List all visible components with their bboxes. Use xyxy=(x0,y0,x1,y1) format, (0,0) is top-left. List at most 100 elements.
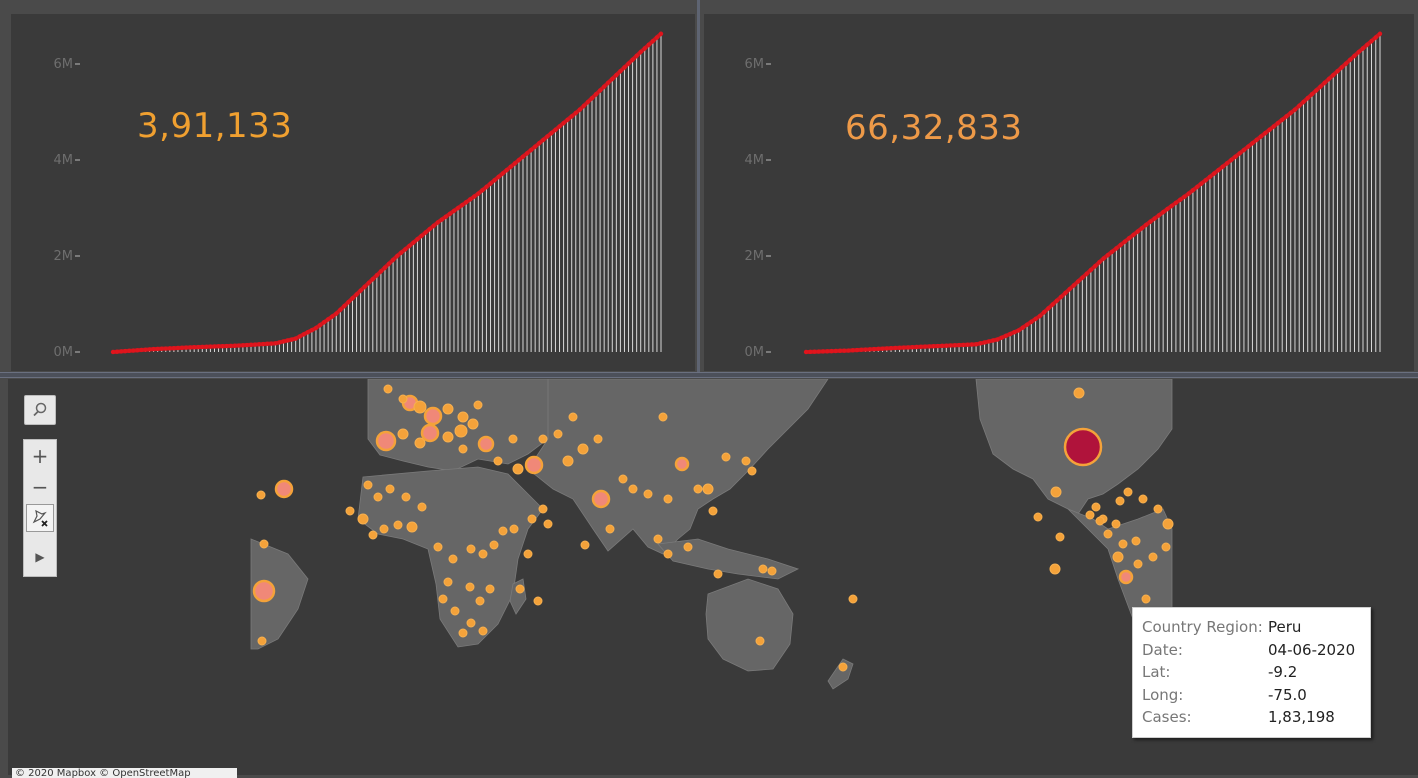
country-case-marker[interactable] xyxy=(450,606,460,616)
country-case-marker[interactable] xyxy=(442,403,454,415)
country-case-marker[interactable] xyxy=(538,504,548,514)
country-case-marker[interactable] xyxy=(758,564,768,574)
country-case-marker[interactable] xyxy=(755,636,765,646)
country-case-marker[interactable] xyxy=(485,584,495,594)
country-case-marker[interactable] xyxy=(591,489,611,509)
panel-divider-vertical[interactable] xyxy=(697,0,700,372)
country-case-marker[interactable] xyxy=(577,443,589,455)
country-case-marker[interactable] xyxy=(274,479,294,499)
country-case-marker[interactable] xyxy=(1111,519,1121,529)
country-case-marker[interactable] xyxy=(414,437,426,449)
country-case-marker[interactable] xyxy=(663,494,673,504)
country-case-marker[interactable] xyxy=(457,411,469,423)
country-case-marker[interactable] xyxy=(259,539,269,549)
country-case-marker[interactable] xyxy=(385,484,395,494)
case-markers[interactable] xyxy=(252,384,1174,672)
country-case-marker[interactable] xyxy=(458,628,468,638)
country-case-marker[interactable] xyxy=(524,455,544,475)
country-case-marker[interactable] xyxy=(448,554,458,564)
country-case-marker[interactable] xyxy=(741,456,751,466)
map-attribution[interactable]: © 2020 Mapbox © OpenStreetMap xyxy=(12,768,237,778)
country-case-marker[interactable] xyxy=(458,444,468,454)
country-case-marker[interactable] xyxy=(345,506,355,516)
country-case-marker[interactable] xyxy=(442,431,454,443)
country-case-marker[interactable] xyxy=(509,524,519,534)
country-case-marker[interactable] xyxy=(1118,539,1128,549)
country-case-marker[interactable] xyxy=(1131,536,1141,546)
country-case-marker[interactable] xyxy=(466,618,476,628)
country-case-marker[interactable] xyxy=(477,435,495,453)
expand-toolbar-button[interactable]: ▶ xyxy=(24,540,56,574)
country-case-marker[interactable] xyxy=(373,492,383,502)
country-case-marker[interactable] xyxy=(1153,504,1163,514)
country-case-marker[interactable] xyxy=(473,400,483,410)
country-case-marker[interactable] xyxy=(465,582,475,592)
country-case-marker[interactable] xyxy=(543,519,553,529)
country-case-marker[interactable] xyxy=(257,636,267,646)
country-case-marker[interactable] xyxy=(702,483,714,495)
country-case-marker[interactable] xyxy=(1085,510,1095,520)
country-case-marker[interactable] xyxy=(466,544,476,554)
country-case-marker[interactable] xyxy=(658,412,668,422)
country-case-marker[interactable] xyxy=(747,466,757,476)
reset-pin-button[interactable] xyxy=(26,504,54,532)
country-case-marker[interactable] xyxy=(443,577,453,587)
country-case-marker[interactable] xyxy=(523,549,533,559)
country-case-marker[interactable] xyxy=(1049,563,1061,575)
country-case-marker[interactable] xyxy=(357,513,369,525)
country-case-marker[interactable] xyxy=(1050,486,1062,498)
country-case-marker[interactable] xyxy=(1133,559,1143,569)
country-case-marker[interactable] xyxy=(397,428,409,440)
country-case-marker[interactable] xyxy=(363,480,373,490)
country-case-marker[interactable] xyxy=(593,434,603,444)
country-case-marker[interactable] xyxy=(628,484,638,494)
map-canvas[interactable] xyxy=(8,379,1418,775)
country-case-marker[interactable] xyxy=(454,424,468,438)
country-case-marker[interactable] xyxy=(420,423,440,443)
country-case-marker[interactable] xyxy=(562,455,574,467)
country-case-marker[interactable] xyxy=(1112,551,1124,563)
country-case-marker[interactable] xyxy=(393,520,403,530)
country-case-marker[interactable] xyxy=(1103,529,1113,539)
country-case-marker[interactable] xyxy=(568,412,578,422)
country-case-marker[interactable] xyxy=(1091,502,1101,512)
country-case-marker[interactable] xyxy=(256,490,266,500)
selected-country-marker[interactable] xyxy=(1063,427,1103,467)
country-case-marker[interactable] xyxy=(1073,387,1085,399)
country-case-marker[interactable] xyxy=(708,506,718,516)
country-case-marker[interactable] xyxy=(489,540,499,550)
country-case-marker[interactable] xyxy=(252,579,276,603)
search-icon[interactable] xyxy=(24,395,56,425)
country-case-marker[interactable] xyxy=(1095,516,1105,526)
country-case-marker[interactable] xyxy=(1118,569,1134,585)
zoom-out-button[interactable]: − xyxy=(24,472,56,502)
country-case-marker[interactable] xyxy=(663,549,673,559)
country-case-marker[interactable] xyxy=(674,456,690,472)
country-case-marker[interactable] xyxy=(713,569,723,579)
country-case-marker[interactable] xyxy=(401,492,411,502)
country-case-marker[interactable] xyxy=(417,502,427,512)
country-case-marker[interactable] xyxy=(475,596,485,606)
country-case-marker[interactable] xyxy=(383,384,393,394)
zoom-in-button[interactable]: + xyxy=(24,440,56,472)
country-case-marker[interactable] xyxy=(553,429,563,439)
country-case-marker[interactable] xyxy=(1138,494,1148,504)
country-case-marker[interactable] xyxy=(1148,552,1158,562)
country-case-marker[interactable] xyxy=(438,594,448,604)
country-case-marker[interactable] xyxy=(493,456,503,466)
country-case-marker[interactable] xyxy=(1161,542,1171,552)
country-case-marker[interactable] xyxy=(527,514,537,524)
country-case-marker[interactable] xyxy=(508,434,518,444)
country-case-marker[interactable] xyxy=(838,662,848,672)
country-case-marker[interactable] xyxy=(1033,512,1043,522)
country-case-marker[interactable] xyxy=(413,400,427,414)
country-case-marker[interactable] xyxy=(767,566,777,576)
country-case-marker[interactable] xyxy=(653,534,663,544)
country-case-marker[interactable] xyxy=(467,418,479,430)
country-case-marker[interactable] xyxy=(1055,532,1065,542)
country-case-marker[interactable] xyxy=(478,626,488,636)
country-case-marker[interactable] xyxy=(643,489,653,499)
country-case-marker[interactable] xyxy=(1162,518,1174,530)
country-case-marker[interactable] xyxy=(512,463,524,475)
country-case-marker[interactable] xyxy=(515,584,525,594)
